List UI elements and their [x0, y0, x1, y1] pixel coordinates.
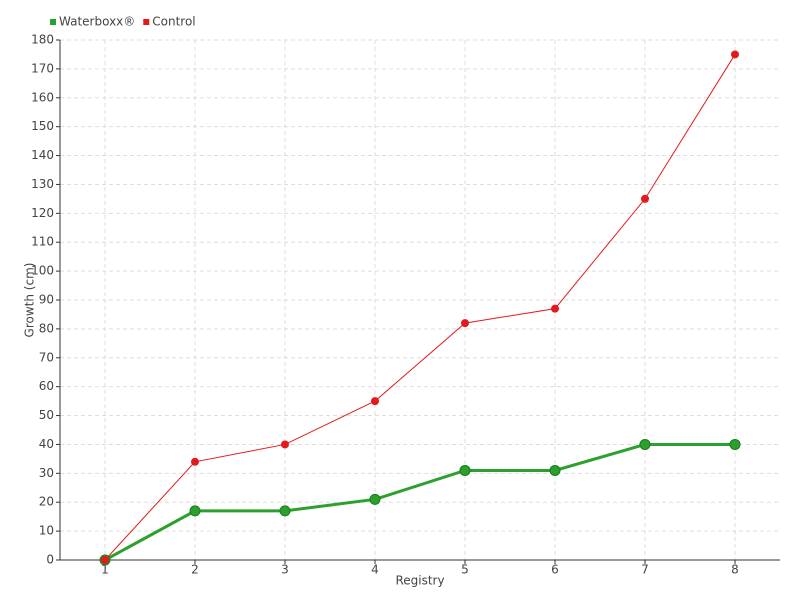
data-point: [641, 194, 649, 203]
x-axis-label: Registry: [395, 574, 444, 588]
y-tick-label: 110: [31, 235, 54, 249]
series-line: [104, 54, 736, 561]
y-tick-label: 70: [39, 350, 54, 364]
data-point: [459, 464, 471, 476]
data-point: [371, 397, 379, 406]
y-tick-label: 120: [31, 206, 54, 220]
legend-swatch: [50, 19, 56, 25]
data-point: [461, 319, 469, 328]
y-tick-label: 30: [39, 466, 54, 480]
data-point: [369, 493, 381, 505]
series-line: [104, 442, 735, 562]
y-tick-label: 180: [31, 33, 54, 47]
x-tick-label: 5: [461, 563, 469, 577]
data-point: [191, 457, 199, 466]
y-tick-label: 40: [39, 437, 54, 451]
y-tick-label: 130: [31, 177, 54, 191]
x-tick-label: 8: [731, 563, 739, 577]
y-tick-label: 90: [39, 293, 54, 307]
data-point: [279, 505, 291, 517]
y-tick-label: 150: [31, 119, 54, 133]
data-point: [729, 438, 741, 450]
y-tick-label: 140: [31, 148, 54, 162]
y-tick-label: 100: [31, 264, 54, 278]
y-tick-label: 50: [39, 408, 54, 422]
legend-label: Waterboxx®: [59, 15, 135, 29]
y-tick-label: 0: [46, 553, 54, 567]
y-tick-label: 10: [39, 524, 54, 538]
x-tick-label: 3: [281, 563, 289, 577]
x-tick-label: 4: [371, 563, 379, 577]
y-tick-label: 80: [39, 321, 54, 335]
data-point: [189, 505, 201, 517]
data-point: [731, 50, 739, 59]
x-tick-label: 6: [551, 563, 559, 577]
data-point: [551, 304, 559, 313]
y-tick-label: 170: [31, 61, 54, 75]
data-point: [281, 440, 289, 449]
legend-swatch: [143, 19, 150, 25]
y-tick-label: 20: [39, 495, 54, 509]
data-point: [639, 438, 651, 450]
data-point: [101, 556, 109, 564]
x-tick-label: 7: [641, 563, 649, 577]
y-tick-label: 160: [31, 90, 54, 104]
legend-label: Control: [152, 15, 195, 29]
y-tick-label: 60: [39, 379, 54, 393]
data-point: [549, 464, 561, 476]
x-tick-label: 2: [191, 563, 199, 577]
x-tick-label: 1: [101, 563, 109, 577]
y-axis-label: Growth (cm): [23, 263, 37, 338]
